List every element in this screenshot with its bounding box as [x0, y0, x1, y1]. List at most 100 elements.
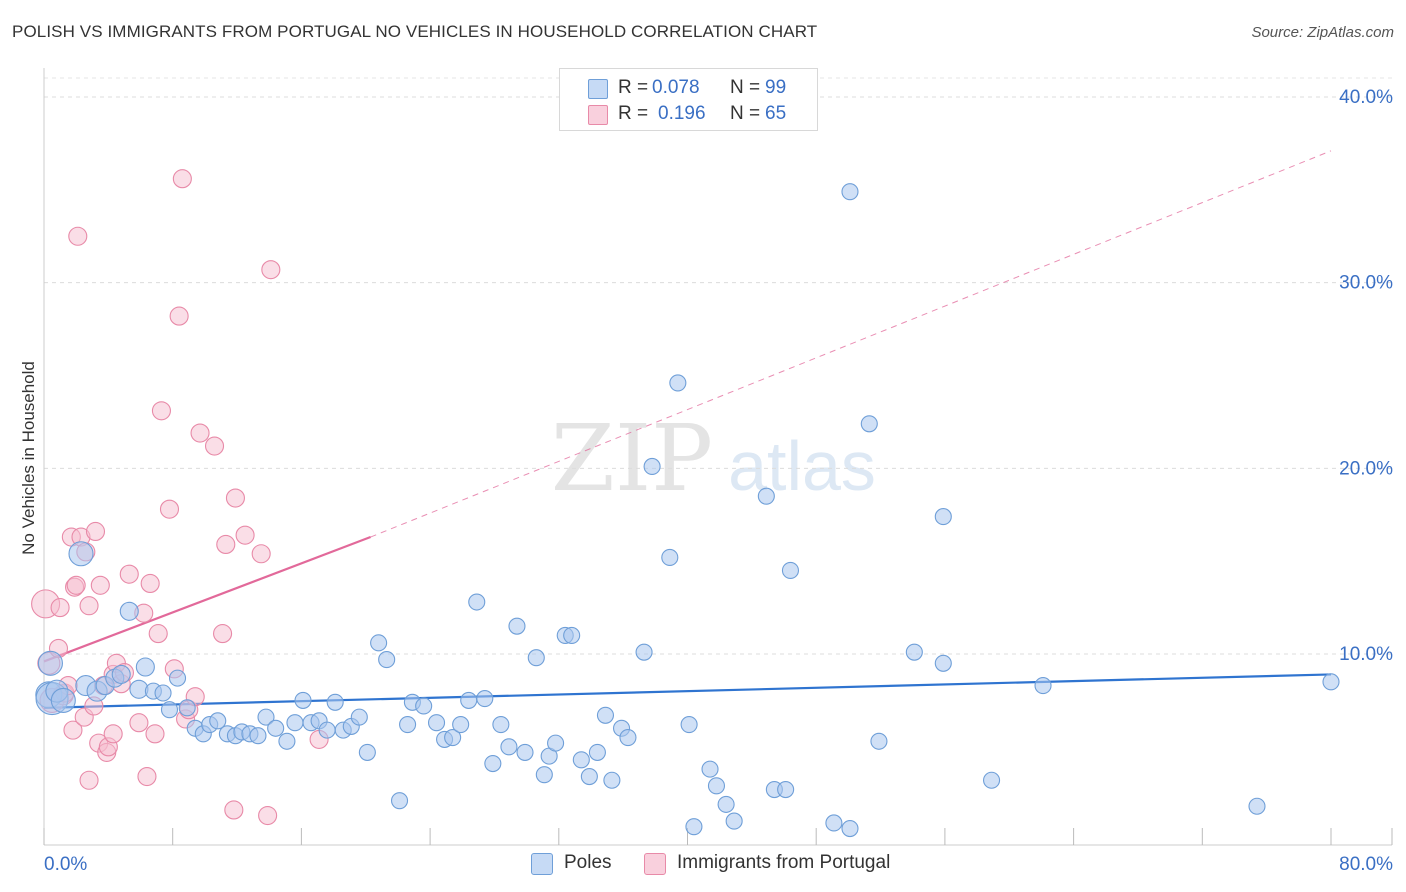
series-legend: Poles Immigrants from Portugal — [0, 852, 1406, 876]
data-point-poles — [468, 593, 486, 611]
data-point-portugal — [103, 724, 123, 744]
data-point-poles — [596, 706, 615, 724]
data-point-poles — [50, 687, 76, 713]
legend-swatch-poles — [588, 79, 608, 99]
data-point-portugal — [190, 423, 210, 443]
data-point-portugal — [204, 436, 225, 456]
legend-swatch-poles — [531, 853, 553, 875]
n-value-poles: 99 — [765, 77, 787, 98]
data-point-portugal — [148, 624, 168, 644]
y-tick-label: 20.0% — [1339, 458, 1393, 479]
watermark: ZIP atlas — [551, 405, 876, 512]
data-point-poles — [160, 701, 179, 719]
x-tick-label: 0.0% — [44, 854, 87, 875]
data-point-poles — [661, 548, 679, 567]
data-point-poles — [460, 691, 478, 709]
data-point-portugal — [85, 521, 106, 542]
trend-line-portugal — [43, 536, 371, 663]
data-point-portugal — [90, 575, 110, 595]
data-point-poles — [725, 812, 743, 830]
legend-swatch-portugal — [644, 853, 666, 875]
data-point-poles — [983, 771, 1001, 789]
data-point-poles — [934, 508, 952, 526]
data-point-portugal — [159, 499, 180, 519]
n-label: N = — [730, 77, 761, 98]
y-tick-label: 30.0% — [1339, 273, 1393, 294]
data-point-poles — [680, 716, 698, 734]
data-point-portugal — [79, 770, 99, 790]
data-point-poles — [527, 649, 545, 667]
data-point-poles — [547, 734, 565, 752]
data-point-poles — [154, 684, 172, 702]
data-point-poles — [370, 634, 388, 652]
data-point-poles — [643, 457, 661, 476]
data-point-portugal — [79, 596, 99, 616]
data-point-poles — [669, 374, 687, 392]
data-point-poles — [278, 732, 296, 750]
data-point-poles — [572, 751, 590, 769]
data-point-poles — [934, 654, 952, 672]
data-point-poles — [825, 814, 843, 832]
data-point-poles — [535, 766, 553, 784]
data-point-poles — [516, 743, 534, 761]
data-point-poles — [707, 777, 726, 795]
watermark-zip: ZIP — [551, 405, 713, 512]
data-point-poles — [563, 626, 581, 644]
data-point-portugal — [224, 800, 244, 820]
data-point-poles — [257, 708, 275, 726]
y-axis-label: No Vehicles in Household — [19, 361, 38, 555]
data-point-poles — [68, 541, 94, 567]
axes — [43, 68, 1393, 846]
data-point-poles — [508, 617, 526, 635]
source-label: Source: ZipAtlas.com — [1251, 24, 1394, 41]
data-point-poles — [717, 795, 735, 813]
stats-legend: R = 0.078 N = 99 R = 0.196 N = 65 — [559, 68, 818, 131]
data-point-portugal — [172, 169, 192, 189]
data-point-portugal — [140, 573, 160, 593]
data-point-poles — [860, 415, 878, 433]
data-point-poles — [415, 697, 433, 715]
data-point-poles — [390, 792, 409, 810]
data-point-portugal — [261, 260, 281, 280]
data-point-poles — [701, 760, 719, 778]
trend-line-poles — [43, 673, 1332, 709]
data-point-poles — [841, 183, 859, 201]
data-point-poles — [492, 716, 510, 734]
data-point-poles — [286, 714, 304, 732]
data-point-poles — [1034, 677, 1052, 695]
data-point-portugal — [50, 598, 70, 618]
data-point-poles — [603, 771, 621, 789]
data-point-poles — [476, 690, 494, 708]
y-tick-label: 40.0% — [1339, 87, 1393, 108]
data-point-poles — [757, 487, 775, 505]
data-point-poles — [619, 728, 637, 747]
watermark-atlas: atlas — [728, 427, 876, 505]
data-point-poles — [905, 643, 923, 661]
data-point-poles — [777, 780, 795, 799]
data-point-poles — [452, 716, 470, 734]
data-point-poles — [399, 716, 417, 734]
tick-labels: 10.0% 20.0% 30.0% 40.0% 0.0% 80.0% — [44, 87, 1393, 875]
data-point-poles — [635, 643, 653, 661]
x-tick-label: 80.0% — [1339, 854, 1393, 875]
data-point-poles — [318, 721, 336, 739]
data-point-poles — [135, 657, 155, 677]
data-point-poles — [111, 664, 131, 684]
chart-title: POLISH VS IMMIGRANTS FROM PORTUGAL NO VE… — [12, 22, 818, 41]
legend-label-poles: Poles — [564, 852, 612, 873]
data-point-poles — [444, 728, 462, 747]
data-point-poles — [588, 743, 606, 761]
data-point-poles — [1248, 797, 1266, 815]
data-points — [31, 169, 1340, 838]
data-point-portugal — [258, 805, 278, 826]
data-point-portugal — [216, 534, 236, 555]
data-point-poles — [484, 754, 502, 773]
data-point-portugal — [235, 525, 255, 545]
data-point-portugal — [63, 720, 83, 740]
data-point-portugal — [151, 401, 171, 421]
data-point-poles — [781, 561, 800, 580]
data-point-poles — [249, 727, 267, 745]
data-point-poles — [119, 601, 139, 621]
data-point-poles — [350, 708, 368, 726]
